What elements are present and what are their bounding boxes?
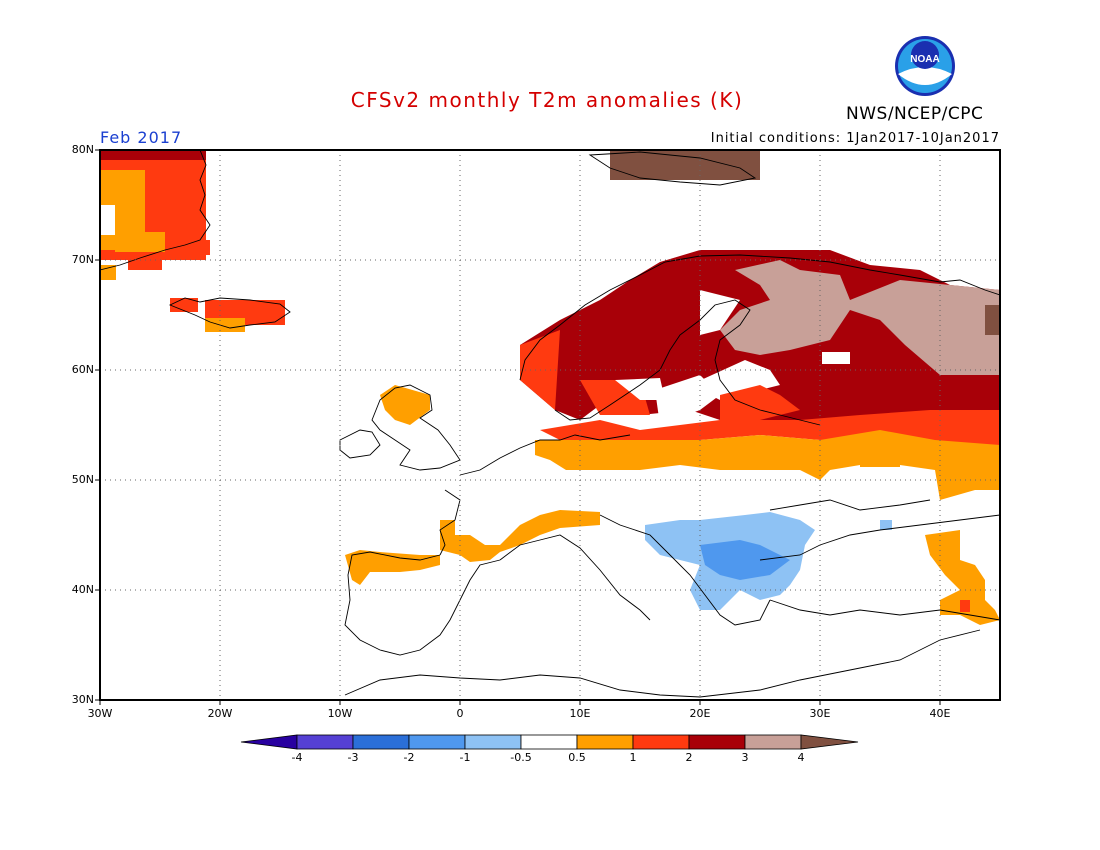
anomaly-east-turkey xyxy=(925,530,1000,625)
colorbar-label: -0.5 xyxy=(510,751,532,764)
anomaly-svalbard xyxy=(610,150,760,180)
anomaly-central-europe xyxy=(535,410,1000,520)
colorbar-swatch xyxy=(240,734,298,750)
colorbar-label: 4 xyxy=(797,751,805,764)
colorbar-label: -4 xyxy=(291,751,303,764)
map-frame xyxy=(99,149,1001,701)
colorbar-swatch xyxy=(632,734,690,750)
colorbar-label: -1 xyxy=(459,751,471,764)
anomaly-balkans xyxy=(645,512,892,610)
colorbar-swatch xyxy=(744,734,802,750)
coastlines xyxy=(100,150,1000,698)
noaa-logo: NOAA xyxy=(895,36,955,96)
initial-conditions-label: Initial conditions: 1Jan2017-10Jan2017 xyxy=(710,131,1000,146)
colorbar-swatch xyxy=(296,734,354,750)
anomaly-field xyxy=(100,150,1000,625)
anomaly-iceland xyxy=(170,298,285,332)
lon-label-20e: 20E xyxy=(689,707,711,720)
lat-label-50n: 50N xyxy=(71,473,94,486)
lat-label-60n: 60N xyxy=(71,363,94,376)
lat-label-40n: 40N xyxy=(71,583,94,596)
colorbar-label: 1 xyxy=(629,751,637,764)
colorbar-label: 2 xyxy=(685,751,693,764)
lon-label-30w: 30W xyxy=(87,707,113,720)
colorbar-swatch xyxy=(800,734,859,750)
agency-label: NWS/NCEP/CPC xyxy=(846,104,984,124)
month-label: Feb 2017 xyxy=(100,128,183,147)
lon-label-0: 0 xyxy=(456,707,464,720)
colorbar-swatch xyxy=(464,734,522,750)
lon-label-10e: 10E xyxy=(569,707,591,720)
lat-label-30n: 30N xyxy=(71,693,94,706)
lat-label-70n: 70N xyxy=(71,253,94,266)
colorbar-label: 3 xyxy=(741,751,749,764)
colorbar-label: -2 xyxy=(403,751,415,764)
graticule xyxy=(100,150,1000,700)
noaa-logo-text: NOAA xyxy=(910,54,939,65)
lon-label-20w: 20W xyxy=(207,707,233,720)
anomaly-britain xyxy=(380,385,430,425)
colorbar-label: 0.5 xyxy=(568,751,586,764)
colorbar-swatch xyxy=(688,734,746,750)
map-title: CFSv2 monthly T2m anomalies (K) xyxy=(350,88,744,112)
anomaly-greenland xyxy=(100,150,210,280)
lon-label-40e: 40E xyxy=(929,707,951,720)
colorbar xyxy=(240,734,859,750)
colorbar-swatch xyxy=(352,734,410,750)
anomaly-southwest-europe xyxy=(345,510,600,585)
lon-label-10w: 10W xyxy=(327,707,353,720)
lon-label-30e: 30E xyxy=(809,707,831,720)
colorbar-label: -3 xyxy=(347,751,359,764)
colorbar-swatch xyxy=(408,734,466,750)
lat-label-80n: 80N xyxy=(71,143,94,156)
colorbar-swatch xyxy=(520,734,578,750)
anomaly-northern-europe xyxy=(520,250,1000,425)
colorbar-swatch xyxy=(576,734,634,750)
